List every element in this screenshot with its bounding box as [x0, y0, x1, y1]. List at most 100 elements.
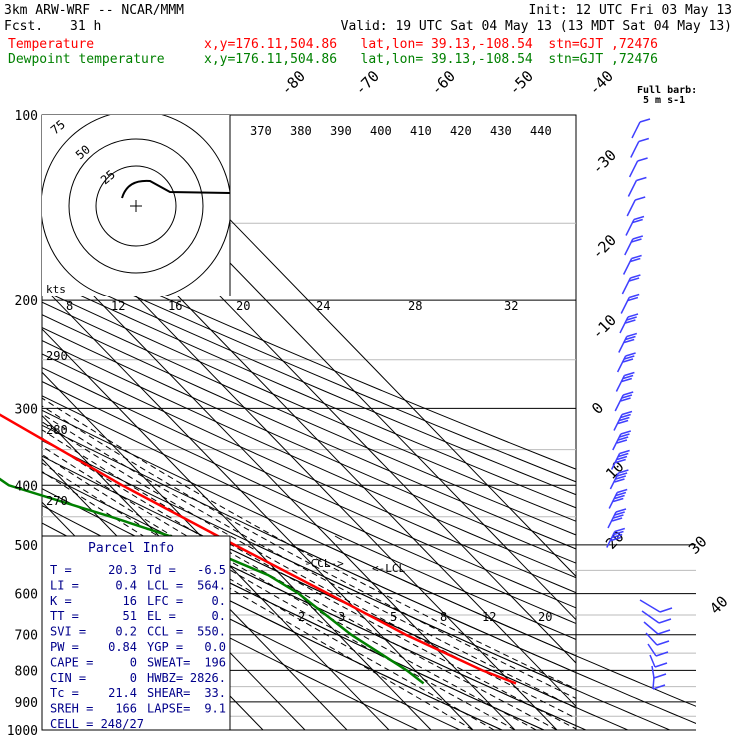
wind-barb — [627, 180, 638, 197]
lcl-annotation: <-LCL — [372, 562, 405, 575]
parcel-info-value: 20.3 — [108, 563, 137, 577]
wind-barb — [647, 643, 657, 657]
dry-adiabat-low — [290, 544, 696, 724]
ccl-annotation: -CCL-> — [304, 557, 344, 570]
parcel-info-value: 0. — [212, 594, 226, 608]
wind-barb-flag — [625, 335, 636, 341]
mixing-ratio-label: 2 — [298, 610, 305, 624]
wind-barb-flag — [659, 607, 673, 613]
mixing-ratio-label: 5 — [390, 610, 397, 624]
isotherm-label: -10 — [588, 311, 620, 343]
wind-barb — [631, 121, 641, 139]
wind-barb-flag — [615, 508, 627, 513]
wind-barb-flag — [633, 215, 645, 221]
parcel-info-value: 9.1 — [204, 702, 226, 716]
dewpoint-legend: Dewpoint temperature — [8, 52, 165, 67]
wind-barb-flag — [622, 391, 634, 396]
mixing-ratio-label: 20 — [538, 610, 552, 624]
dry-adiabat — [42, 327, 576, 564]
parcel-info-label: T = — [50, 563, 72, 577]
wind-barb-flag — [655, 651, 669, 657]
pressure-tick-label: 900 — [15, 696, 38, 711]
isotherm-label: -70 — [351, 67, 383, 99]
wind-barb-flag — [623, 338, 635, 344]
mixing-ratio-label: 12 — [482, 610, 496, 624]
wind-barb-flag — [619, 449, 630, 455]
wind-barb-flag — [631, 254, 642, 260]
wind-barb — [626, 199, 636, 217]
hodograph — [42, 115, 231, 296]
moist-adiabat — [42, 405, 576, 700]
dry-adiabat — [42, 301, 576, 536]
parcel-info-value: 16 — [123, 594, 137, 608]
barb-legend: 5 m s-1 — [643, 95, 685, 106]
wind-barb-flag — [657, 629, 671, 635]
parcel-info-label: YGP = — [147, 640, 183, 654]
forecast-hour: 31 h — [70, 19, 102, 34]
parcel-info-value: 21.4 — [108, 686, 137, 700]
dry-adiabat — [42, 314, 576, 550]
mixing-ratio-label: 20 — [236, 299, 250, 313]
theta-label: 370 — [250, 124, 272, 138]
wind-barb-flag — [616, 455, 628, 461]
parcel-info-value: 0.4 — [115, 578, 137, 592]
wind-barb-flag — [632, 235, 644, 240]
model-title: 3km ARW-WRF -- NCAR/MMM — [4, 3, 185, 18]
parcel-info-title: Parcel Info — [88, 541, 174, 556]
wind-barb-flag — [616, 439, 628, 444]
wind-barb-flag — [615, 475, 627, 480]
wind-barb-flag — [616, 488, 628, 494]
moist-adiabat — [42, 421, 576, 719]
theta-label: 280 — [46, 423, 68, 437]
pressure-tick-label: 500 — [15, 539, 38, 554]
wind-barb-flag — [622, 358, 634, 363]
parcel-info-label: SVI = — [50, 625, 86, 639]
isotherm-label: -30 — [588, 146, 620, 178]
wind-barb — [649, 654, 656, 668]
parcel-info-value: 2826. — [190, 671, 226, 685]
parcel-info-label: LCL = — [147, 578, 183, 592]
dry-adiabat — [42, 242, 576, 470]
temperature-legend: Temperature — [8, 37, 95, 52]
moist-adiabat — [42, 470, 474, 730]
parcel-info-value: -6.5 — [197, 563, 226, 577]
wind-barb-flag — [617, 436, 629, 441]
mixing-ratio-label: 32 — [504, 299, 518, 313]
barb-legend: Full barb: — [637, 85, 697, 96]
wind-barb-flag — [637, 157, 648, 162]
moist-adiabat — [42, 397, 576, 690]
parcel-info-label: LFC = — [147, 594, 183, 608]
wind-barb-flag — [618, 452, 629, 458]
wind-barb-flag — [632, 218, 643, 224]
valid-time: Valid: 19 UTC Sat 04 May 13 (13 MDT Sat … — [340, 19, 732, 34]
parcel-info-cell: CELL = 248/27 — [50, 717, 144, 731]
parcel-info-value: 196 — [204, 655, 226, 669]
parcel-info-label: LI = — [50, 578, 79, 592]
parcel-info-value: 0.2 — [115, 625, 137, 639]
parcel-info-value: 0.0 — [204, 640, 226, 654]
pressure-tick-label: 200 — [15, 294, 38, 309]
parcel-info-value: 51 — [123, 609, 137, 623]
wind-barb-flag — [630, 257, 641, 263]
parcel-info-label: LAPSE= — [147, 702, 190, 716]
isotherm-label: 40 — [706, 592, 732, 618]
isotherm-label: -80 — [277, 67, 309, 99]
wind-barb-flag — [625, 319, 636, 324]
wind-barb-flag — [619, 433, 630, 438]
wind-barb-flag — [654, 662, 668, 668]
wind-barb — [643, 621, 659, 635]
wind-barb-flag — [638, 137, 650, 143]
dry-adiabat-low — [324, 544, 696, 707]
wind-barb-flag — [630, 274, 641, 279]
parcel-info-label: Td = — [147, 563, 176, 577]
parcel-info-label: K = — [50, 594, 72, 608]
wind-barb-flag — [615, 458, 626, 464]
pressure-tick-label: 1000 — [7, 724, 38, 739]
wind-barb-flag — [628, 293, 640, 299]
wind-barb-flag — [652, 684, 666, 690]
dry-adiabat-low — [255, 544, 670, 730]
isotherm-line — [42, 371, 390, 730]
mixing-ratio-label: 24 — [316, 299, 330, 313]
forecast-label: Fcst. — [4, 19, 44, 34]
theta-label: 420 — [450, 124, 472, 138]
